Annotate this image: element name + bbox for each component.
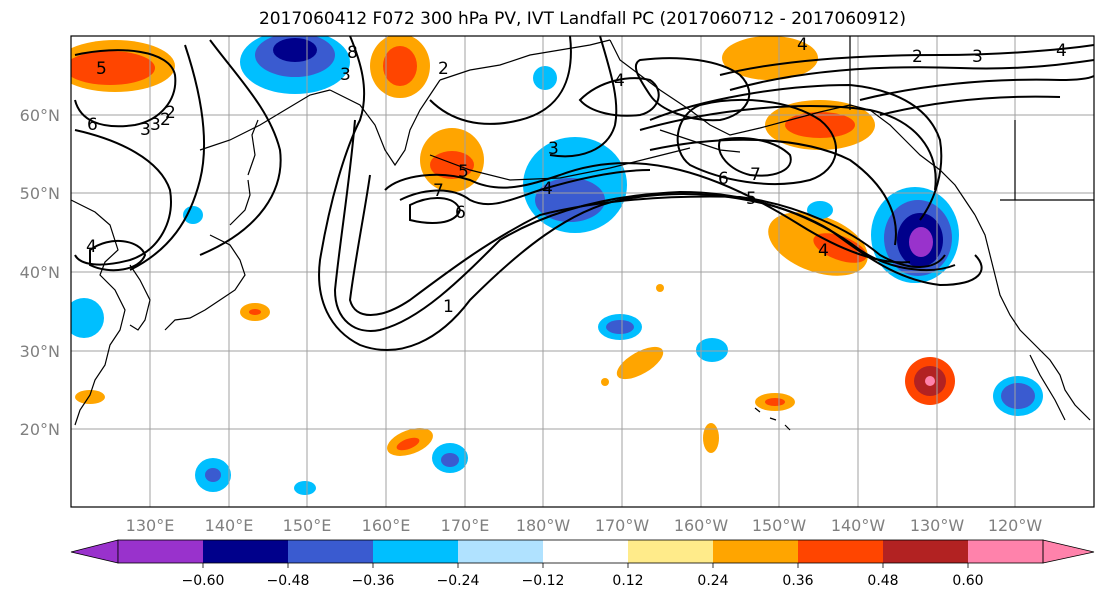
colorbar-segment bbox=[458, 540, 543, 563]
colorbar-segment bbox=[628, 540, 713, 563]
contour-label: 3 bbox=[140, 120, 151, 140]
colorbar-segment bbox=[373, 540, 458, 563]
contour-label: 3 bbox=[972, 47, 983, 67]
contour-label: 5 bbox=[746, 189, 757, 209]
map-frame bbox=[70, 35, 1095, 508]
colorbar-segment bbox=[543, 540, 628, 563]
map-title: 2017060412 F072 300 hPa PV, IVT Landfall… bbox=[258, 9, 906, 29]
colorbar-tick-label: −0.60 bbox=[182, 573, 225, 589]
longitude-labels: 130°E 140°E 150°E 160°E 170°E 180°W 170°… bbox=[126, 516, 1043, 535]
lon-label: 170°E bbox=[441, 516, 490, 535]
lon-label: 130°W bbox=[910, 516, 965, 535]
lon-label: 130°E bbox=[126, 516, 175, 535]
contour-label: 2 bbox=[160, 110, 171, 130]
colorbar-tick-label: −0.36 bbox=[352, 573, 395, 589]
lon-label: 160°E bbox=[362, 516, 411, 535]
contour-label: 6 bbox=[87, 115, 98, 135]
contour-label: 2 bbox=[165, 103, 176, 123]
colorbar-segment bbox=[713, 540, 798, 563]
colorbar-tick-label: 0.36 bbox=[782, 573, 813, 589]
lon-label: 150°E bbox=[283, 516, 332, 535]
lon-label: 170°W bbox=[595, 516, 650, 535]
contour-label: 4 bbox=[818, 241, 829, 261]
lon-label: 150°W bbox=[752, 516, 807, 535]
colorbar-tick-label: −0.24 bbox=[437, 573, 480, 589]
contour-label: 7 bbox=[433, 181, 444, 201]
colorbar-segment bbox=[203, 540, 288, 563]
contour-label: 4 bbox=[614, 71, 625, 91]
contour-label: 6 bbox=[718, 169, 729, 189]
contour-label: 3 bbox=[150, 115, 161, 135]
colorbar-extend-low bbox=[70, 539, 119, 564]
contour-label: 8 bbox=[347, 43, 358, 63]
colorbar-segment bbox=[798, 540, 883, 563]
contour-label: 4 bbox=[797, 35, 808, 55]
lon-label: 120°W bbox=[988, 516, 1043, 535]
contour-label: 1 bbox=[443, 297, 454, 317]
contour-label: 2 bbox=[912, 47, 923, 67]
colorbar-tick-label: 0.48 bbox=[867, 573, 898, 589]
colorbar-segment bbox=[968, 540, 1043, 563]
contour-label: 2 bbox=[438, 59, 449, 79]
colorbar-extend-high bbox=[1042, 539, 1095, 564]
contour-label: 6 bbox=[455, 203, 466, 223]
lon-label: 140°W bbox=[831, 516, 886, 535]
contour-label: 7 bbox=[750, 165, 761, 185]
pv-contour-labels: 5 6 4 3 2 8 3 2 4 3 2 3 4 5 7 6 4 7 6 5 … bbox=[86, 35, 1067, 317]
colorbar-tick-label: 0.12 bbox=[612, 573, 643, 589]
colorbar-tick-label: −0.12 bbox=[522, 573, 565, 589]
lat-label: 30°N bbox=[20, 342, 60, 361]
contour-label: 3 bbox=[548, 139, 559, 159]
pv-contours bbox=[74, 36, 1094, 351]
colorbar-segment bbox=[288, 540, 373, 563]
colorbar-tick-label: 0.60 bbox=[952, 573, 983, 589]
colorbar-segment bbox=[118, 540, 203, 563]
contour-label: 5 bbox=[458, 162, 469, 182]
colorbar: −0.60 −0.48 −0.36 −0.24 −0.12 0.12 0.24 … bbox=[70, 539, 1095, 589]
colorbar-segment bbox=[883, 540, 968, 563]
contour-label: 5 bbox=[96, 59, 107, 79]
lat-label: 40°N bbox=[20, 263, 60, 282]
colorbar-tick-label: −0.48 bbox=[267, 573, 310, 589]
contour-label: 4 bbox=[1056, 41, 1067, 61]
lat-label: 60°N bbox=[20, 106, 60, 125]
lon-label: 180°W bbox=[516, 516, 571, 535]
colorbar-tick-label: 0.24 bbox=[697, 573, 728, 589]
contour-label: 4 bbox=[86, 237, 97, 257]
lat-label: 50°N bbox=[20, 184, 60, 203]
contour-label: 4 bbox=[542, 179, 553, 199]
latitude-labels: 60°N 50°N 40°N 30°N 20°N bbox=[20, 106, 60, 439]
colorbar-frame bbox=[117, 539, 1044, 564]
lon-label: 140°E bbox=[205, 516, 254, 535]
lon-label: 160°W bbox=[674, 516, 729, 535]
contour-label: 3 bbox=[340, 65, 351, 85]
lat-label: 20°N bbox=[20, 420, 60, 439]
